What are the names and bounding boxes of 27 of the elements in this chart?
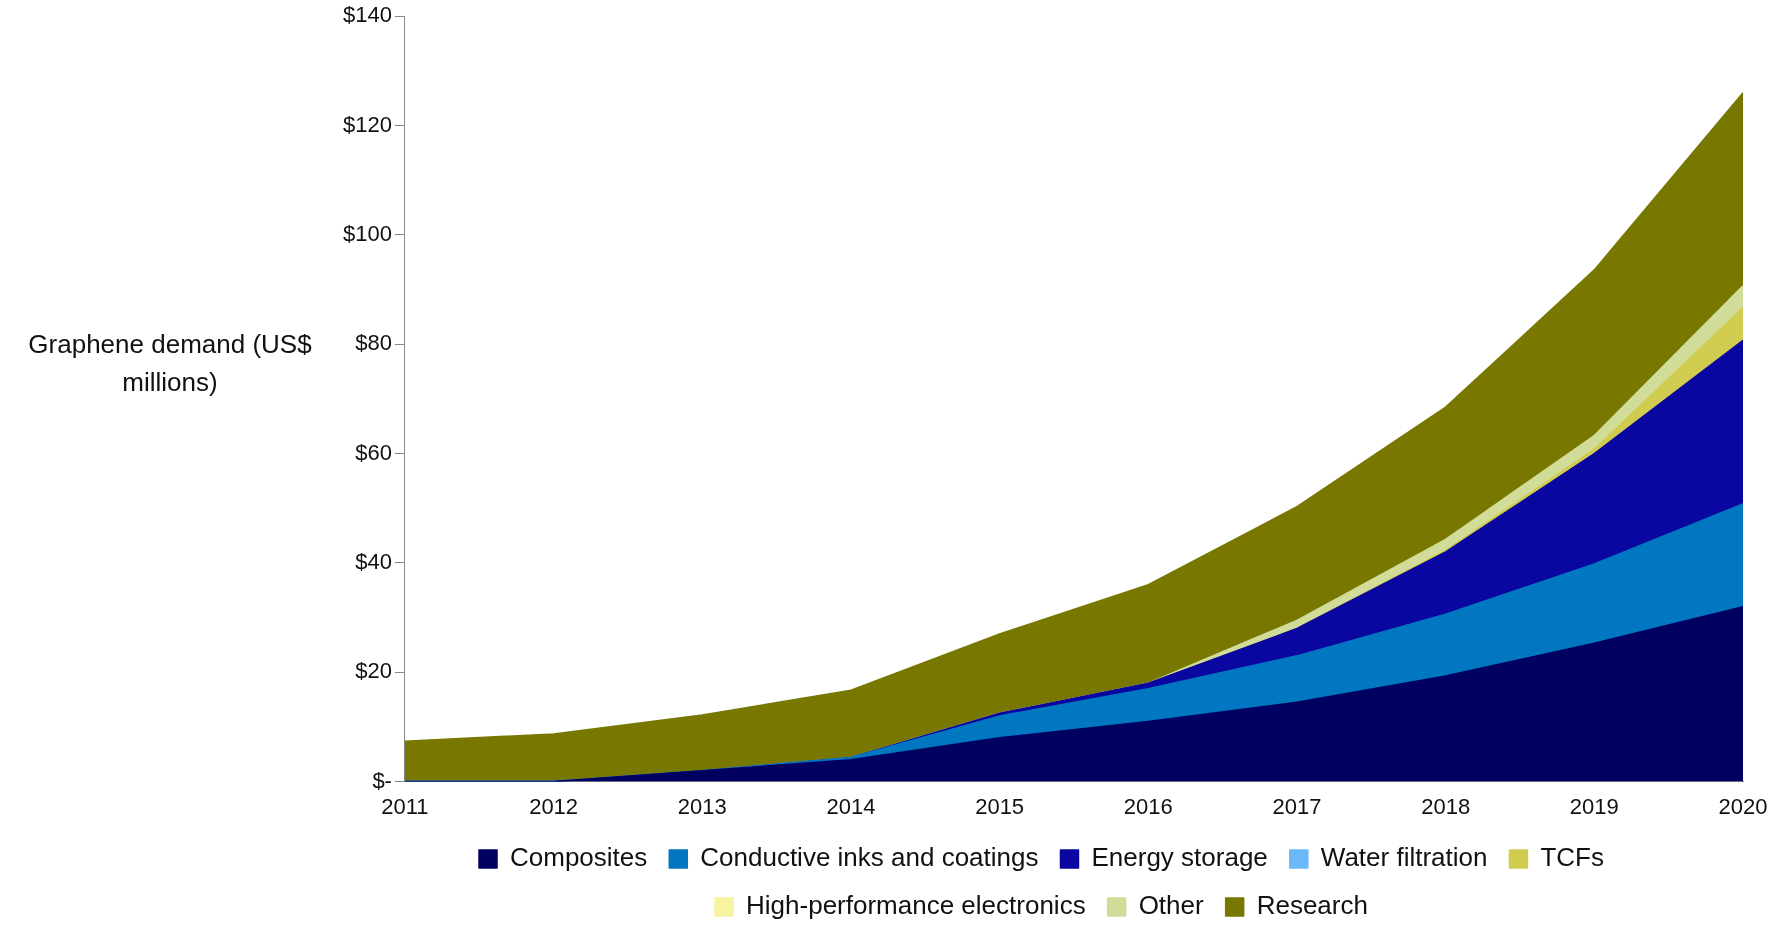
y-axis-title: Graphene demand (US$ millions) — [27, 328, 313, 399]
legend-label: Other — [1138, 890, 1205, 921]
x-tick-label: 2014 — [826, 793, 876, 819]
y-tick-label: $120 — [342, 111, 392, 137]
legend-label: Energy storage — [1091, 842, 1268, 873]
legend-label: TCFs — [1540, 842, 1604, 873]
x-tick-label: 2018 — [1421, 793, 1471, 819]
x-tick-label: 2019 — [1569, 793, 1619, 819]
x-tick-label: 2013 — [677, 793, 727, 819]
y-tick-label: $140 — [342, 2, 392, 28]
x-tick-label: 2012 — [529, 793, 579, 819]
x-tick-label: 2015 — [975, 793, 1025, 819]
legend-label: Research — [1256, 890, 1368, 921]
y-tick-label: $40 — [355, 548, 392, 574]
y-tick-label: $- — [372, 767, 392, 793]
x-tick-label: 2020 — [1718, 793, 1768, 819]
x-tick-label: 2011 — [381, 793, 429, 819]
legend-label: High-performance electronics — [746, 890, 1086, 921]
y-tick-label: $80 — [355, 330, 392, 356]
legend-label: Water filtration — [1320, 842, 1488, 873]
y-tick-label: $20 — [355, 658, 392, 684]
x-tick-label: 2016 — [1123, 793, 1173, 819]
y-tick-label: $100 — [342, 220, 392, 246]
legend-label: Composites — [510, 842, 648, 873]
x-tick-label: 2017 — [1272, 793, 1322, 819]
y-tick-label: $60 — [355, 439, 392, 465]
legend-label: Conductive inks and coatings — [700, 842, 1039, 873]
